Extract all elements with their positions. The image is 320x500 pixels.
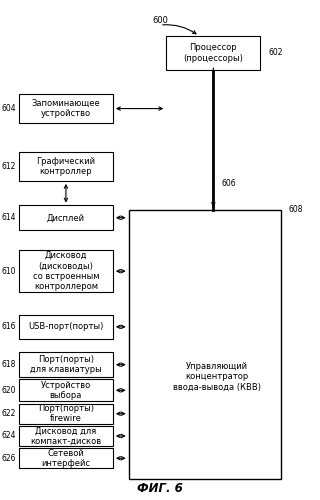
Text: 620: 620 [1, 386, 16, 395]
Text: 608: 608 [289, 206, 303, 214]
Text: 624: 624 [1, 432, 16, 440]
Bar [19, 448, 113, 468]
Text: Графический
контроллер: Графический контроллер [36, 157, 95, 176]
Bar [166, 36, 260, 70]
Text: 612: 612 [1, 162, 16, 171]
Bar [19, 152, 113, 181]
Text: Устройство
выбора: Устройство выбора [41, 380, 91, 400]
Text: Дисковод для
компакт-дисков: Дисковод для компакт-дисков [30, 426, 101, 446]
Bar [19, 94, 113, 123]
Bar [19, 426, 113, 446]
Text: 616: 616 [1, 322, 16, 332]
Text: Запоминающее
устройство: Запоминающее устройство [32, 99, 100, 118]
Text: 600: 600 [152, 16, 168, 25]
Bar [19, 314, 113, 339]
Text: 626: 626 [1, 454, 16, 463]
Text: 610: 610 [1, 266, 16, 276]
Text: Процессор
(процессоры): Процессор (процессоры) [183, 43, 243, 62]
Bar [129, 210, 281, 479]
Text: ФИГ. 6: ФИГ. 6 [137, 482, 183, 495]
Text: Порт(порты)
для клавиатуры: Порт(порты) для клавиатуры [30, 355, 102, 374]
Bar [19, 404, 113, 423]
Text: 618: 618 [1, 360, 16, 369]
Bar [19, 250, 113, 292]
Text: Порт(порты)
firewire: Порт(порты) firewire [38, 404, 94, 423]
Text: 606: 606 [221, 178, 236, 188]
Bar [19, 206, 113, 230]
Text: 602: 602 [268, 48, 283, 58]
Text: 622: 622 [1, 409, 16, 418]
Text: Дисплей: Дисплей [47, 213, 85, 222]
Text: 614: 614 [1, 213, 16, 222]
Text: Управляющий
концентратор
ввода-вывода (КВВ): Управляющий концентратор ввода-вывода (К… [173, 362, 261, 392]
Text: USB-порт(порты): USB-порт(порты) [28, 322, 104, 332]
Bar [19, 352, 113, 377]
Text: Сетевой
интерфейс: Сетевой интерфейс [41, 448, 91, 468]
Text: Дисковод
(дисководы)
со встроенным
контроллером: Дисковод (дисководы) со встроенным контр… [33, 251, 99, 292]
Text: 604: 604 [1, 104, 16, 113]
Bar [19, 379, 113, 402]
